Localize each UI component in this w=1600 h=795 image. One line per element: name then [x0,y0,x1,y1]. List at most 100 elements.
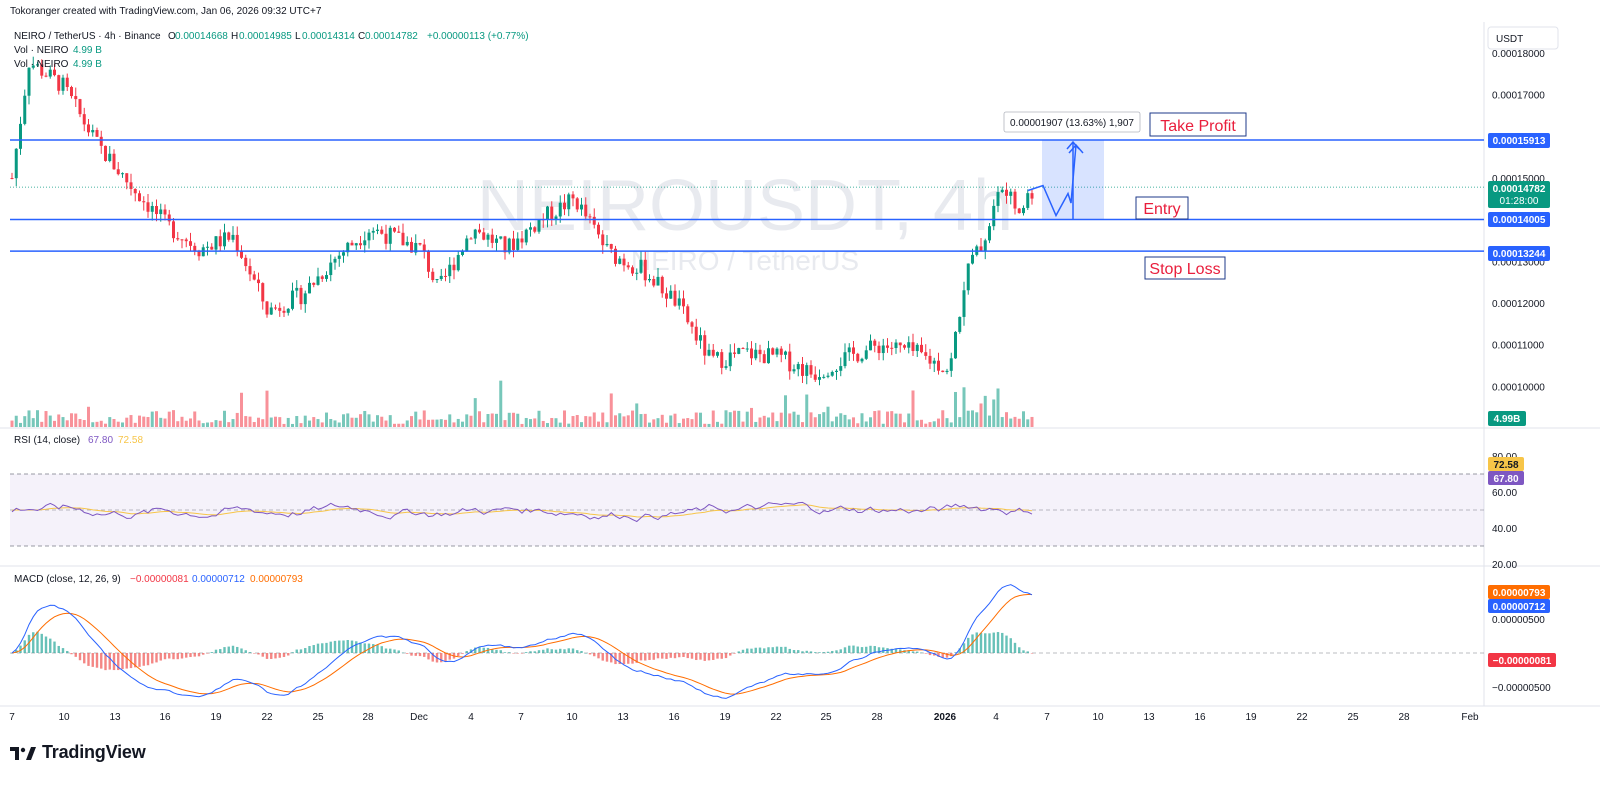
currency-button[interactable]: USDT [1487,26,1559,50]
volume-bar [184,420,188,427]
macd-hist-bar [873,646,876,653]
rsi-ma-line [11,504,1033,518]
macd-hist-bar [134,653,137,668]
candle [40,59,44,79]
candle [792,364,796,374]
candle [384,224,388,250]
macd-hist-bar [227,646,230,653]
macd-hist-bar [1013,642,1017,653]
macd-hist-bar [529,651,532,653]
entry-annotation[interactable]: Entry [1135,196,1189,220]
volume-bar [121,422,124,427]
candle [690,320,694,334]
macd-axis[interactable]: 0.00000500 −0.00000500 [1492,615,1551,694]
macd-hist-bar [839,649,842,653]
macd-hist-bar [716,653,719,659]
volume-bar [881,423,885,427]
volume-bar [520,423,524,427]
macd-hist-bar [197,653,201,657]
volume-bar [665,422,668,427]
price-axis[interactable]: 0.00018000 0.00017000 0.00015000 0.00013000… [1492,49,1545,393]
candle [70,85,73,99]
candle [478,223,481,234]
volume-bar [257,417,260,427]
volume-bar [945,418,949,427]
volume-bar [223,410,226,427]
candle [388,225,392,251]
macd-hist-bar [384,648,388,653]
candle [724,360,728,370]
candle [350,240,354,246]
projection-path[interactable] [1027,144,1077,218]
macd-hist-bar [856,646,859,653]
volume-bar [605,422,609,427]
macd-hist-bar [746,648,749,653]
candle [988,223,991,244]
candle [367,229,371,249]
volume-bar [873,411,877,427]
open-value: 0.00014668 [175,31,228,42]
volume-bar [201,423,205,427]
volume-bar [53,420,56,427]
volume-bar [346,413,350,427]
candle [418,242,422,246]
candle [826,372,830,379]
macd-hist-bar [822,652,825,653]
candle [886,338,889,353]
macd-hist-bar [129,653,133,669]
candle [27,67,31,105]
macd-hist-bar [916,651,919,653]
candle [61,74,65,95]
macd-hist-bar [678,653,681,658]
last-price-tag: 0.00014782 01:28:00 [1488,181,1550,208]
volume-bar [575,415,579,427]
stop-loss-annotation[interactable]: Stop Loss [1144,256,1226,280]
macd-hist-tag-value: −0.00000081 [1493,656,1552,667]
volume-bar [193,411,197,427]
volume-bar [14,415,18,427]
macd-hist-bar [784,646,787,653]
candle [945,368,949,375]
candle [932,357,936,373]
candle [546,205,549,228]
candle [414,234,418,256]
time-axis-label: 22 [1296,712,1308,723]
volume-bar [924,423,928,427]
macd-hist-bar [112,653,116,671]
volume-bar [248,416,252,427]
volume-bar [954,391,957,427]
volume-bar [1022,411,1025,427]
macd-hist-bar [610,653,613,663]
volume-bar [278,417,282,427]
volume-bar [371,421,375,427]
candle [767,340,770,364]
volume-bar [482,422,486,427]
macd-hist-bar [588,653,592,655]
candle [524,228,528,246]
close-value: 0.00014782 [365,31,418,42]
candle [597,222,600,239]
volume-bar [342,414,345,427]
tradingview-logo[interactable]: TradingView [10,742,146,763]
macd-hist-bar [775,646,779,653]
macd-hist-bar [287,653,290,656]
take-profit-annotation[interactable]: Take Profit [1149,112,1247,137]
volume-bar [750,407,753,427]
macd-hist-bar [57,645,60,653]
macd-hist-bar [223,647,226,653]
candle [503,235,507,260]
candle [244,254,248,272]
volume-bar [907,413,911,427]
volume-bar [958,417,962,427]
macd-hist-bar [852,645,855,653]
candle [499,236,503,240]
candle [303,290,307,313]
candle [835,369,838,380]
time-axis[interactable]: 7 10 13 16 19 22 25 28 Dec 4 7 10 13 16 19 22 25 28 2026 4 7… [9,712,1479,723]
macd-hist-bar [83,653,86,664]
volume-bars [10,380,1034,427]
macd-hist-bar [996,632,1000,653]
macd-hist-bar [792,650,796,653]
candle [966,263,970,295]
